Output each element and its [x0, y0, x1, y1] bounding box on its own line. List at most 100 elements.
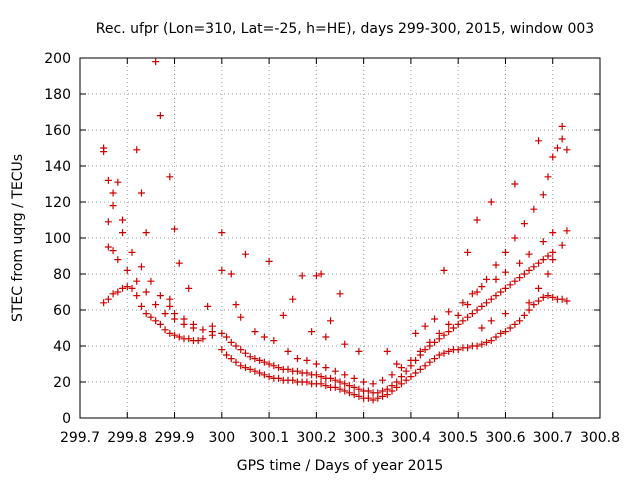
data-point — [199, 326, 207, 334]
data-point — [171, 310, 179, 318]
data-point — [440, 349, 448, 357]
data-point — [223, 333, 231, 341]
data-point — [558, 135, 566, 143]
data-point — [308, 328, 316, 336]
data-point — [468, 290, 476, 298]
data-point — [104, 295, 112, 303]
data-point — [525, 306, 533, 314]
data-point — [293, 367, 301, 375]
data-point — [142, 229, 150, 237]
data-point — [246, 365, 254, 373]
data-point — [218, 266, 226, 274]
chart-title: Rec. ufpr (Lon=310, Lat=-25, h=HE), days… — [96, 21, 594, 37]
data-point — [317, 373, 325, 381]
data-point — [412, 369, 420, 377]
data-point — [237, 346, 245, 354]
data-point — [341, 387, 349, 395]
data-point — [156, 292, 164, 300]
data-point — [535, 284, 543, 292]
data-point — [492, 292, 500, 300]
data-point — [544, 270, 552, 278]
data-point — [317, 380, 325, 388]
data-point — [119, 284, 127, 292]
data-point — [355, 392, 363, 400]
x-tick-label: 299.9 — [154, 430, 194, 446]
data-point — [454, 346, 462, 354]
data-point — [464, 248, 472, 256]
data-point — [109, 202, 117, 210]
y-tick-label: 0 — [62, 411, 71, 427]
data-point — [360, 378, 368, 386]
data-point — [232, 342, 240, 350]
data-point — [421, 362, 429, 370]
data-point — [114, 288, 122, 296]
data-point — [350, 383, 358, 391]
y-tick-label: 120 — [44, 195, 71, 211]
data-point — [147, 313, 155, 321]
data-point — [123, 283, 131, 291]
data-point — [265, 373, 273, 381]
data-point — [171, 331, 179, 339]
data-point — [383, 385, 391, 393]
data-point — [388, 371, 396, 379]
data-point — [317, 270, 325, 278]
data-point — [426, 338, 434, 346]
data-point — [227, 355, 235, 363]
data-point — [431, 315, 439, 323]
data-point — [284, 365, 292, 373]
data-point — [549, 256, 557, 264]
data-point — [336, 385, 344, 393]
data-point — [303, 369, 311, 377]
data-point — [109, 189, 117, 197]
data-point — [142, 310, 150, 318]
data-point — [445, 347, 453, 355]
data-point — [270, 362, 278, 370]
data-point — [549, 248, 557, 256]
data-point — [511, 277, 519, 285]
data-point — [171, 225, 179, 233]
x-tick-label: 299.7 — [60, 430, 100, 446]
data-point — [241, 349, 249, 357]
data-point — [289, 376, 297, 384]
data-point — [454, 320, 462, 328]
x-tick-label: 300.7 — [533, 430, 573, 446]
data-point — [431, 355, 439, 363]
data-point — [104, 243, 112, 251]
data-point — [237, 362, 245, 370]
data-point — [402, 376, 410, 384]
data-point — [128, 248, 136, 256]
data-point — [336, 378, 344, 386]
data-point — [393, 360, 401, 368]
data-point — [435, 351, 443, 359]
data-point — [445, 308, 453, 316]
x-tick-label: 300.6 — [485, 430, 525, 446]
data-point — [388, 382, 396, 390]
data-point — [535, 137, 543, 145]
data-point — [483, 275, 491, 283]
data-point — [563, 297, 571, 305]
data-point — [166, 173, 174, 181]
data-point — [492, 275, 500, 283]
data-point — [336, 290, 344, 298]
data-point — [497, 288, 505, 296]
data-point — [137, 263, 145, 271]
data-point — [530, 263, 538, 271]
data-point — [454, 311, 462, 319]
data-point — [270, 337, 278, 345]
data-point — [260, 371, 268, 379]
data-point — [535, 297, 543, 305]
data-point — [312, 371, 320, 379]
data-point — [393, 378, 401, 386]
data-point — [350, 391, 358, 399]
data-point — [516, 274, 524, 282]
data-point — [137, 189, 145, 197]
data-point — [147, 277, 155, 285]
x-tick-label: 299.8 — [107, 430, 147, 446]
data-point — [525, 250, 533, 258]
data-point — [109, 247, 117, 255]
data-point — [501, 248, 509, 256]
y-tick-label: 160 — [44, 123, 71, 139]
data-point — [218, 229, 226, 237]
x-tick-label: 300.1 — [249, 430, 289, 446]
data-point — [194, 337, 202, 345]
